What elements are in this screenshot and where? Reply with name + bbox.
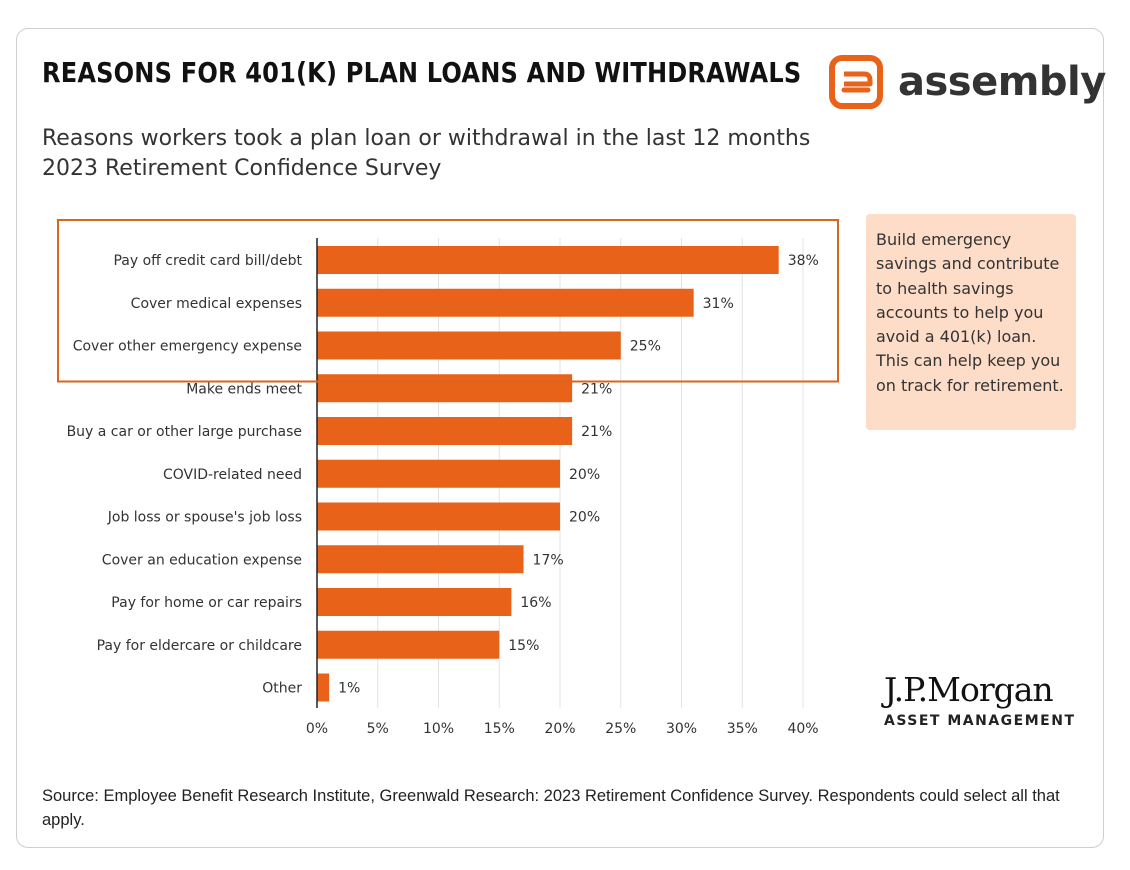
category-label: Buy a car or other large purchase [67,424,302,440]
bar [317,417,573,445]
bar [317,588,512,616]
page-title: REASONS FOR 401(K) PLAN LOANS AND WITHDR… [42,56,802,89]
category-label: Cover an education expense [102,552,302,568]
bar [317,459,560,488]
source-note: Source: Employee Benefit Research Instit… [42,787,1060,829]
value-label: 16% [520,595,551,611]
category-label: Pay off credit card bill/debt [113,253,302,269]
category-label: Pay for eldercare or childcare [97,638,302,654]
x-tick-label: 15% [484,721,515,737]
bar [317,331,621,360]
assembly-wordmark: assembly [898,59,1106,105]
category-label: COVID-related need [163,467,302,483]
value-label: 31% [703,296,734,312]
value-label: 38% [788,253,819,269]
tip-callout: Build emergency savings and contribute t… [866,214,1076,430]
category-labels: Pay off credit card bill/debt Cover medic… [67,253,303,697]
bar [317,673,330,702]
category-label: Pay for home or car repairs [111,595,302,611]
category-label: Cover medical expenses [131,296,302,312]
x-tick-label: 25% [605,721,636,737]
value-label: 20% [569,467,600,483]
value-label: 1% [338,681,360,697]
category-label: Other [262,681,302,697]
x-tick-label: 40% [787,721,818,737]
highlight-box [57,219,839,383]
x-tick-label: 30% [666,721,697,737]
assembly-logo: assembly [828,54,1106,110]
subtitle: Reasons workers took a plan loan or with… [42,124,810,184]
category-label: Cover other emergency expense [73,339,302,355]
value-label: 15% [508,638,539,654]
bars [317,246,779,702]
bar [317,246,779,274]
subtitle-line-2: 2023 Retirement Confidence Survey [42,156,442,181]
bar [317,545,524,574]
value-label: 21% [581,424,612,440]
x-tick-label: 0% [306,721,328,737]
x-tick-label: 10% [423,721,454,737]
subtitle-line-1: Reasons workers took a plan loan or with… [42,126,811,151]
value-label: 17% [533,552,564,568]
assembly-logo-icon [829,55,883,109]
category-label: Job loss or spouse's job loss [107,510,302,526]
bar [317,288,694,317]
bar [317,374,573,403]
bar [317,630,500,659]
value-label: 21% [581,381,612,397]
value-label: 20% [569,510,600,526]
category-label: Make ends meet [186,381,302,397]
jpmorgan-wordmark: J.P.Morgan [884,670,1054,709]
jpmorgan-subtitle: ASSET MANAGEMENT [884,713,1076,729]
bar [317,502,560,531]
x-tick-labels: 0% 5% 10% 15% 20% 25% 30% 35% 40% [306,721,819,737]
x-tick-label: 20% [544,721,575,737]
x-tick-label: 5% [367,721,389,737]
value-label: 25% [630,339,661,355]
x-tick-label: 35% [727,721,758,737]
jpmorgan-logo: J.P.Morgan ASSET MANAGEMENT [884,670,1076,729]
value-labels: 38% 31% 25% 21% 21% 20% 20% 17% 16% 15% 1% [338,253,819,697]
